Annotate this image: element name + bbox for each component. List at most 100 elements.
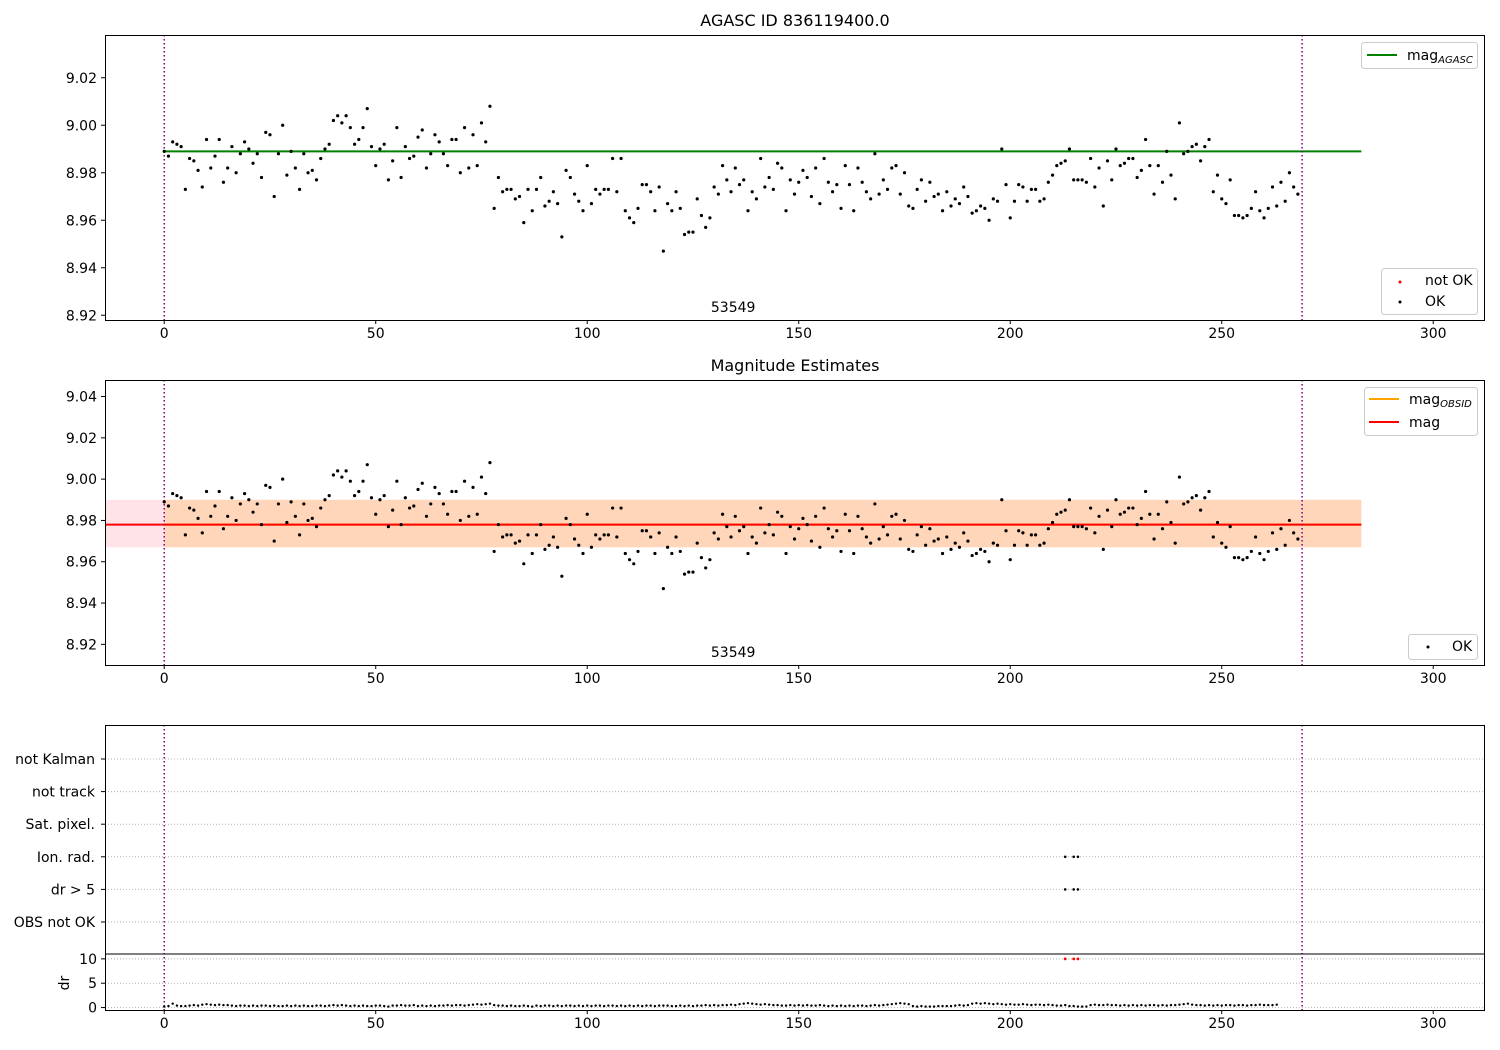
dr-point — [209, 1003, 212, 1006]
ok-point — [1249, 206, 1253, 210]
ok-point — [399, 175, 403, 180]
x-tick-label: 50 — [367, 326, 385, 342]
dr-point — [1030, 1003, 1033, 1007]
ok-point — [940, 551, 945, 556]
ok-point — [881, 525, 885, 529]
ok-point — [670, 209, 674, 213]
dr-point — [1119, 1004, 1122, 1007]
dr-point — [1157, 1004, 1160, 1007]
ok-point — [213, 504, 217, 508]
dr-point — [784, 1004, 788, 1007]
ok-point — [1084, 527, 1088, 531]
ok-point — [1042, 197, 1046, 201]
dr-point — [408, 1004, 411, 1007]
ok-point — [1165, 149, 1169, 153]
ok-point — [543, 204, 547, 208]
ok-point — [467, 514, 471, 518]
ok-point — [522, 221, 526, 225]
ok-point — [488, 104, 492, 108]
x-tick-label: 200 — [997, 326, 1024, 342]
ok-point — [543, 547, 547, 551]
dr-point — [315, 1004, 318, 1007]
ok-point — [247, 147, 251, 151]
ok-point — [1207, 489, 1211, 494]
ok-point — [209, 514, 213, 518]
mag-obsid-legend-label: magOBSID — [1409, 392, 1472, 410]
dr-point — [1178, 1003, 1181, 1006]
ok-point — [501, 190, 505, 194]
dr-point — [915, 1005, 919, 1008]
dr-point — [729, 1003, 733, 1006]
ok-point — [513, 541, 517, 545]
ok-point — [1034, 187, 1038, 191]
ok-point — [534, 187, 539, 191]
ok-point — [568, 522, 572, 527]
ok-point — [585, 164, 589, 168]
ok-point — [534, 533, 539, 537]
ok-point — [606, 533, 610, 537]
dr-point — [1275, 1003, 1278, 1006]
agasc-marks — [162, 35, 1362, 320]
ok-point — [928, 180, 932, 184]
dr-point — [505, 1004, 509, 1008]
dr-point — [653, 1004, 657, 1008]
ok-point — [966, 539, 970, 543]
dr-point — [797, 1003, 800, 1007]
dr-point — [184, 1004, 187, 1008]
dr-point — [1017, 1003, 1020, 1006]
ok-point — [213, 154, 217, 158]
x-tick-label: 200 — [997, 671, 1024, 687]
dr-point — [704, 1003, 707, 1007]
ok-point — [1042, 541, 1046, 545]
ok-point — [285, 173, 289, 177]
ok-point — [712, 531, 716, 535]
ok-point — [234, 171, 238, 175]
ok-point — [627, 216, 632, 220]
dr-point — [323, 1004, 327, 1008]
dr-point — [708, 1004, 712, 1007]
dr-point — [196, 1004, 200, 1007]
ok-point — [450, 489, 454, 494]
ok-point — [1228, 178, 1232, 182]
dr-point — [793, 1004, 796, 1007]
ok-point — [247, 498, 251, 502]
dr-point — [992, 1002, 995, 1006]
dr-point — [167, 1004, 170, 1008]
ok-point — [365, 107, 369, 111]
dr-point — [560, 1004, 564, 1008]
ok-point — [1029, 187, 1033, 191]
ok-point — [522, 562, 526, 566]
ok-point — [1135, 522, 1139, 527]
ok-point — [873, 152, 877, 156]
dr-point — [163, 1005, 166, 1008]
ok-point — [547, 543, 551, 547]
ok-point — [759, 506, 763, 510]
ok-point — [640, 183, 644, 187]
ok-point — [458, 518, 462, 523]
ok-point — [780, 166, 784, 170]
dr-point — [886, 1003, 889, 1006]
ok-point — [1296, 537, 1300, 541]
ok-point — [957, 545, 962, 549]
ok-point — [1059, 161, 1063, 165]
dr-point — [353, 1004, 356, 1007]
ok-point — [496, 522, 500, 527]
dr-point — [776, 1003, 779, 1007]
ok-point — [919, 178, 924, 182]
dr-point — [514, 1004, 517, 1008]
ok-point — [395, 126, 399, 130]
dr-point — [869, 1004, 872, 1007]
dr-point — [463, 1004, 466, 1007]
dr-point — [890, 1002, 893, 1006]
ok-point — [306, 518, 310, 523]
ok-point — [716, 192, 720, 196]
ok-point — [780, 514, 784, 518]
dr-point — [1042, 1003, 1046, 1007]
dr-point — [632, 1004, 635, 1008]
ok-point — [479, 475, 484, 479]
ok-point — [665, 202, 670, 206]
dr-point — [725, 1003, 729, 1007]
ok-point — [678, 549, 682, 554]
dr-point — [734, 1003, 737, 1007]
ok-point — [1165, 500, 1169, 504]
